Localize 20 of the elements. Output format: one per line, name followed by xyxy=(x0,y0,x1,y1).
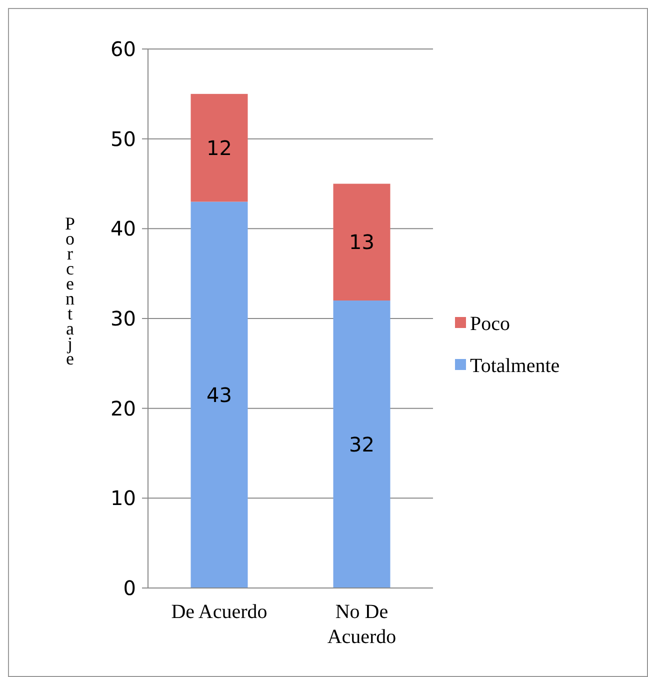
legend-label: Poco xyxy=(470,313,510,335)
y-axis-title: Porcentaje xyxy=(60,214,80,366)
data-label: 13 xyxy=(349,230,374,254)
legend-label: Totalmente xyxy=(470,355,560,377)
bar xyxy=(333,300,390,588)
data-label: 12 xyxy=(206,136,232,160)
bar xyxy=(333,184,390,301)
bar xyxy=(190,202,248,588)
y-tick-label: 40 xyxy=(110,216,136,241)
y-tick-label: 30 xyxy=(110,306,136,330)
data-label: 32 xyxy=(349,432,374,456)
bar xyxy=(190,94,248,202)
x-tick-label: No De Acuerdo xyxy=(327,601,396,648)
x-tick-label: De Acuerdo xyxy=(171,601,268,623)
data-label: 43 xyxy=(206,382,232,407)
y-tick-label: 0 xyxy=(123,576,136,600)
y-tick-label: 60 xyxy=(110,37,136,61)
y-tick-label: 10 xyxy=(110,486,136,510)
y-tick-label: 20 xyxy=(110,396,136,420)
y-tick-label: 50 xyxy=(110,126,136,151)
